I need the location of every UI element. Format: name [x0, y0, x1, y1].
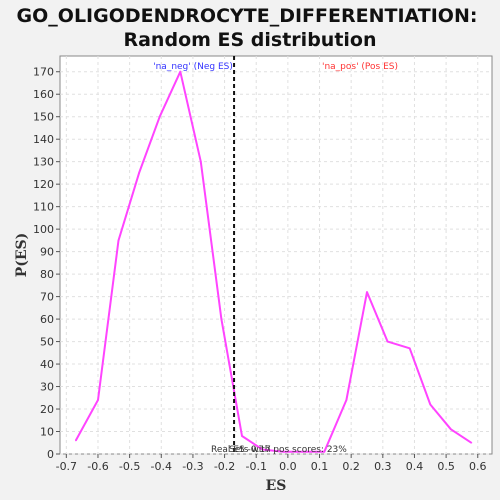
x-tick-label: -0.7 [56, 460, 77, 473]
y-tick-label: 10 [40, 426, 54, 439]
y-tick-label: 40 [40, 358, 54, 371]
neg-region-label: 'na_neg' (Neg ES) [153, 62, 233, 72]
es-distribution-point [261, 448, 264, 451]
es-distribution-point [302, 450, 305, 453]
es-distribution-line [74, 70, 472, 453]
x-tick-label: 0.4 [406, 460, 424, 473]
x-tick-label: 0.6 [469, 460, 487, 473]
y-tick-label: 20 [40, 403, 54, 416]
x-tick-label: -0.1 [245, 460, 266, 473]
es-distribution-point [323, 450, 326, 453]
real-es-label: Real ES -0.17 [211, 445, 271, 455]
es-distribution-point [75, 439, 77, 442]
series-layer [74, 70, 473, 453]
x-tick-label: 0.0 [279, 460, 297, 473]
es-distribution-point [345, 399, 348, 401]
y-tick-label: 100 [33, 223, 54, 236]
chart-title-line-1: GO_OLIGODENDROCYTE_DIFFERENTIATION: [17, 5, 478, 27]
es-distribution-point [179, 70, 182, 73]
es-distribution-point [450, 428, 452, 431]
grid [60, 56, 492, 455]
x-tick-label: -0.6 [87, 460, 108, 473]
y-tick-label: 50 [40, 336, 54, 349]
y-tick-label: 0 [47, 448, 54, 461]
x-axis-title: ES [266, 478, 287, 494]
y-tick-label: 160 [33, 88, 54, 101]
y-axis-title: P(ES) [14, 233, 30, 278]
es-distribution-point [282, 450, 284, 453]
x-tick-label: -0.2 [214, 460, 235, 473]
y-tick-label: 170 [33, 66, 54, 79]
es-distribution-point [429, 403, 432, 406]
y-tick-label: 30 [40, 381, 54, 394]
y-tick-label: 60 [40, 313, 54, 326]
y-tick-label: 130 [33, 156, 54, 169]
pos-region-label: 'na_pos' (Pos ES) [322, 62, 398, 72]
y-tick-label: 140 [33, 133, 54, 146]
es-distribution-point [138, 172, 140, 174]
es-distribution-point [97, 399, 99, 401]
es-distribution-point [158, 115, 161, 118]
x-tick-label: 0.5 [437, 460, 455, 473]
x-tick-label: 0.2 [342, 460, 360, 473]
y-tick-label: 110 [33, 201, 54, 214]
y-tick-label: 70 [40, 291, 54, 304]
y-tick-label: 90 [40, 246, 54, 259]
es-distribution-point [408, 347, 411, 350]
x-tick-label: -0.3 [182, 460, 203, 473]
pos-scores-label: Sets with pos scores: 23% [229, 445, 347, 455]
es-distribution-point [117, 239, 120, 242]
x-tick-label: 0.1 [311, 460, 329, 473]
annotations: 'na_neg' (Neg ES) 'na_pos' (Pos ES) Real E… [153, 56, 398, 455]
es-distribution-point [241, 435, 243, 437]
axes: -0.7 -0.6 -0.5 -0.4 -0.3 -0.2 -0.1 0.0 0.1 0.2 0.3… [33, 66, 487, 473]
es-distribution-point [366, 291, 368, 293]
y-tick-label: 150 [33, 111, 54, 124]
x-tick-label: -0.4 [151, 460, 172, 473]
chart-title-line-2: Random ES distribution [123, 29, 376, 51]
es-distribution-point [200, 160, 202, 163]
x-tick-label: 0.3 [374, 460, 392, 473]
es-distribution-point [470, 441, 473, 444]
x-tick-label: -0.5 [119, 460, 140, 473]
plot-area [59, 55, 493, 455]
es-distribution-point [386, 340, 389, 343]
es-distribution-point [220, 318, 223, 320]
y-tick-label: 120 [33, 178, 54, 191]
y-tick-label: 80 [40, 268, 54, 281]
